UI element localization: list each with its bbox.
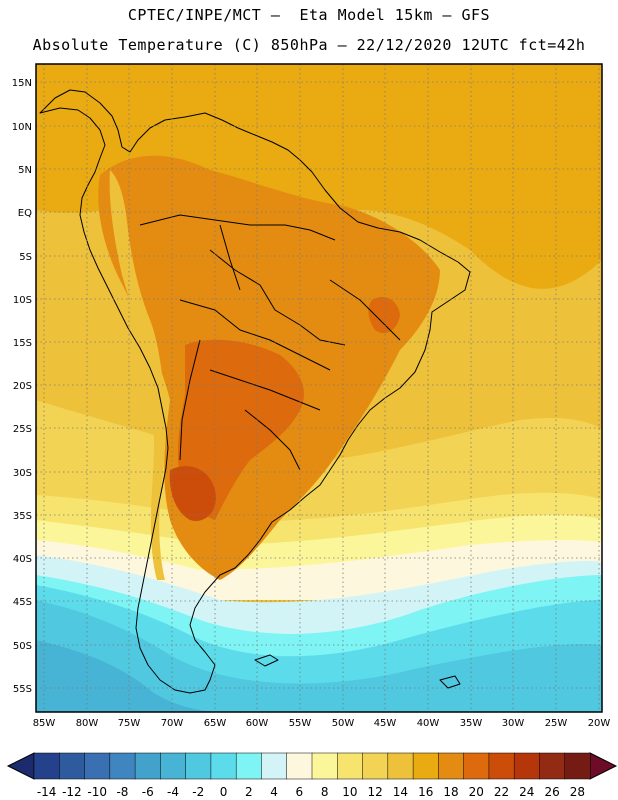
colorbar-label: 20	[469, 785, 484, 799]
colorbar-label: 26	[544, 785, 559, 799]
lon-label: 50W	[332, 718, 355, 729]
graticule	[36, 64, 602, 712]
colorbar-segment	[261, 752, 288, 780]
colorbar-segment	[539, 752, 566, 780]
field-22-24	[177, 339, 304, 520]
lon-label: 75W	[118, 718, 141, 729]
lon-label: 30W	[502, 718, 525, 729]
colorbar-segments	[33, 752, 591, 780]
lon-label: 70W	[161, 718, 184, 729]
colorbar-segment	[210, 752, 237, 780]
colorbar-label: 10	[342, 785, 357, 799]
colorbar-segment	[412, 752, 439, 780]
colorbar-label: -4	[167, 785, 179, 799]
colorbar-label: 0	[220, 785, 228, 799]
colorbar-label: 14	[393, 785, 408, 799]
colorbar-label: -10	[87, 785, 107, 799]
colorbar-segment	[185, 752, 212, 780]
colorbar-segment	[362, 752, 389, 780]
colorbar-segment	[337, 752, 364, 780]
lon-label: 55W	[289, 718, 312, 729]
lat-label: 35S	[13, 511, 32, 522]
colorbar-label: 6	[296, 785, 304, 799]
colorbar-segment	[513, 752, 540, 780]
lat-label: 20S	[13, 381, 32, 392]
colorbar-segment	[286, 752, 313, 780]
colorbar-segment	[59, 752, 86, 780]
map-frame	[35, 63, 603, 713]
colorbar-segment	[33, 752, 60, 780]
lat-label: 55S	[13, 684, 32, 695]
lat-label: EQ	[18, 208, 32, 219]
lat-label: 30S	[13, 468, 32, 479]
field-m2-0	[36, 640, 220, 712]
chart-title-line-2: Absolute Temperature (C) 850hPa – 22/12/…	[32, 36, 586, 54]
lat-label: 10S	[13, 295, 32, 306]
colorbar-label: 28	[570, 785, 585, 799]
lon-label: 85W	[33, 718, 56, 729]
lon-label: 60W	[246, 718, 269, 729]
lat-label: 5N	[18, 165, 32, 176]
colorbar-label: 24	[519, 785, 534, 799]
lon-label: 40W	[417, 718, 440, 729]
south-america-outline	[39, 89, 471, 694]
colorbar-left-arrow	[6, 752, 35, 780]
colorbar-segment	[84, 752, 111, 780]
colorbar-label: 18	[443, 785, 458, 799]
islands	[254, 654, 461, 689]
colorbar-segment	[488, 752, 515, 780]
colorbar-segment	[160, 752, 187, 780]
colorbar: -14 -12 -10 -8 -6 -4 -2 0 2 4 6 8 10 12 14 16 18 20 22 24 26…	[6, 752, 618, 799]
lon-label: 65W	[204, 718, 227, 729]
field-18-20	[36, 64, 602, 289]
colorbar-label: -14	[37, 785, 57, 799]
field-24-26	[169, 466, 216, 521]
colorbar-segment	[463, 752, 490, 780]
field-andes-cool	[109, 170, 166, 580]
lat-label: 15S	[13, 338, 32, 349]
colorbar-label: 4	[270, 785, 278, 799]
lat-label: 15N	[12, 78, 32, 89]
lon-label: 20W	[588, 718, 611, 729]
lat-label: 25S	[13, 424, 32, 435]
lon-label: 45W	[374, 718, 397, 729]
colorbar-segment	[387, 752, 414, 780]
country-and-state-borders	[139, 214, 401, 471]
latitude-labels: 15N 10N 5N EQ 5S 10S 15S 20S 25S 30S 35S…	[12, 78, 32, 695]
colorbar-label: -2	[192, 785, 204, 799]
colorbar-segment	[311, 752, 338, 780]
lat-label: 5S	[19, 252, 32, 263]
lat-label: 40S	[13, 554, 32, 565]
colorbar-segment	[109, 752, 136, 780]
colorbar-right-arrow	[589, 752, 618, 780]
temperature-field	[36, 64, 602, 712]
field-ne-hotspot	[368, 296, 400, 334]
colorbar-label: 12	[368, 785, 383, 799]
colorbar-label: -8	[116, 785, 128, 799]
colorbar-label: 2	[245, 785, 253, 799]
colorbar-label: 16	[418, 785, 433, 799]
colorbar-segment	[134, 752, 161, 780]
lon-label: 80W	[76, 718, 99, 729]
longitude-labels: 85W 80W 75W 70W 65W 60W 55W 50W 45W 40W …	[33, 718, 611, 729]
colorbar-segment	[235, 752, 262, 780]
lat-label: 45S	[13, 597, 32, 608]
colorbar-segment	[564, 752, 591, 780]
colorbar-segment	[438, 752, 465, 780]
colorbar-label: -12	[62, 785, 82, 799]
lat-label: 10N	[12, 122, 32, 133]
chart-title-line-1: CPTEC/INPE/MCT – Eta Model 15km – GFS	[127, 6, 491, 24]
lon-label: 25W	[545, 718, 568, 729]
colorbar-label: 8	[321, 785, 329, 799]
colorbar-label: -6	[142, 785, 154, 799]
colorbar-label: 22	[494, 785, 509, 799]
lon-label: 35W	[460, 718, 483, 729]
coastlines	[39, 89, 471, 694]
lat-label: 50S	[13, 641, 32, 652]
colorbar-labels: -14 -12 -10 -8 -6 -4 -2 0 2 4 6 8 10 12 14 16 18 20 22 24 26…	[37, 785, 585, 799]
